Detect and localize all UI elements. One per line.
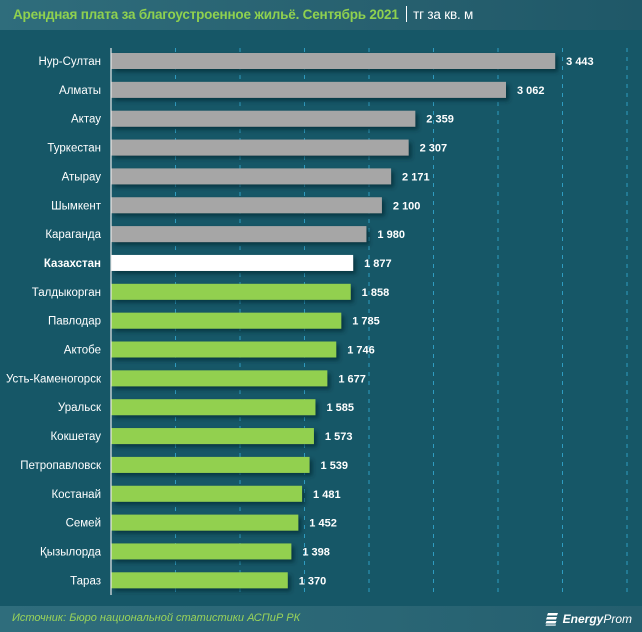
value-label: 1 452 <box>309 518 337 530</box>
category-label: Павлодар <box>48 316 101 328</box>
bar <box>111 370 328 387</box>
value-label: 1 746 <box>347 345 375 357</box>
value-label: 3 443 <box>566 56 594 68</box>
category-label: Уральск <box>58 402 102 414</box>
category-label: Атырау <box>62 171 102 183</box>
bar <box>111 456 310 473</box>
bar <box>111 110 416 127</box>
category-label: Нур-Султан <box>38 56 101 68</box>
value-label: 2 100 <box>393 200 421 212</box>
value-label: 1 858 <box>362 287 390 299</box>
value-label: 1 539 <box>321 460 349 472</box>
category-label: Актау <box>71 114 101 126</box>
bar <box>111 543 292 560</box>
bar <box>111 312 342 329</box>
value-label: 1 677 <box>338 373 366 385</box>
title-separator <box>405 6 408 22</box>
value-label: 1 877 <box>364 258 392 270</box>
category-label: Талдыкорган <box>32 287 101 299</box>
value-label: 2 171 <box>402 171 430 183</box>
category-label: Қызылорда <box>40 546 102 558</box>
bars <box>111 53 556 589</box>
footer-band: Источник: Бюро национальной статистики А… <box>0 606 642 632</box>
bar <box>111 254 354 271</box>
bar <box>111 341 337 358</box>
category-label: Петропавловск <box>20 460 102 472</box>
category-labels: Нур-Султан Алматы Актау Туркестан Атырау Шымк… <box>6 56 102 587</box>
value-label: 1 398 <box>302 546 330 558</box>
source-note: Источник: Бюро национальной статистики А… <box>12 612 301 624</box>
value-label: 2 359 <box>426 114 454 126</box>
bar-chart: Нур-Султан Алматы Актау Туркестан Атырау Шымк… <box>6 48 628 595</box>
bar <box>111 81 506 98</box>
logo-text-regular: Prom <box>603 612 632 626</box>
chart-title: Арендная плата за благоустроенное жильё.… <box>13 6 473 22</box>
value-label: 1 785 <box>352 316 380 328</box>
category-label: Алматы <box>59 85 101 97</box>
unit-label: тг за кв. м <box>413 7 474 22</box>
category-label: Кокшетау <box>50 431 101 443</box>
bar <box>111 514 299 531</box>
value-label: 3 062 <box>517 85 545 97</box>
category-label: Казахстан <box>44 258 101 270</box>
bar <box>111 168 392 185</box>
value-label: 2 307 <box>420 143 448 155</box>
value-labels: 3 443 3 062 2 359 2 307 2 171 2 100 1 980 1 877… <box>299 56 594 587</box>
logo-text-bold: Energy <box>562 612 604 626</box>
category-label: Туркестан <box>47 143 101 155</box>
bar <box>111 399 316 416</box>
energyprom-logo-icon <box>545 613 558 626</box>
category-label: Шымкент <box>51 200 102 212</box>
category-label: Костанай <box>51 489 101 501</box>
bar <box>111 428 314 445</box>
category-label: Актобе <box>64 345 101 357</box>
header-band: Арендная плата за благоустроенное жильё.… <box>0 0 642 30</box>
bar <box>111 226 367 243</box>
title-text: Арендная плата за благоустроенное жильё.… <box>13 7 399 22</box>
bar <box>111 283 351 300</box>
value-label: 1 980 <box>377 229 405 241</box>
value-label: 1 481 <box>313 489 341 501</box>
value-label: 1 585 <box>326 402 354 414</box>
bar <box>111 139 409 156</box>
energyprom-logo: Energy Prom <box>545 611 632 627</box>
value-label: 1 370 <box>299 575 327 587</box>
bar <box>111 572 288 589</box>
category-label: Тараз <box>70 575 101 587</box>
category-label: Усть-Каменогорск <box>6 373 102 385</box>
bar <box>111 53 556 69</box>
value-label: 1 573 <box>325 431 353 443</box>
bar <box>111 485 303 502</box>
category-label: Караганда <box>45 229 101 241</box>
category-label: Семей <box>66 518 101 530</box>
bar <box>111 197 382 214</box>
